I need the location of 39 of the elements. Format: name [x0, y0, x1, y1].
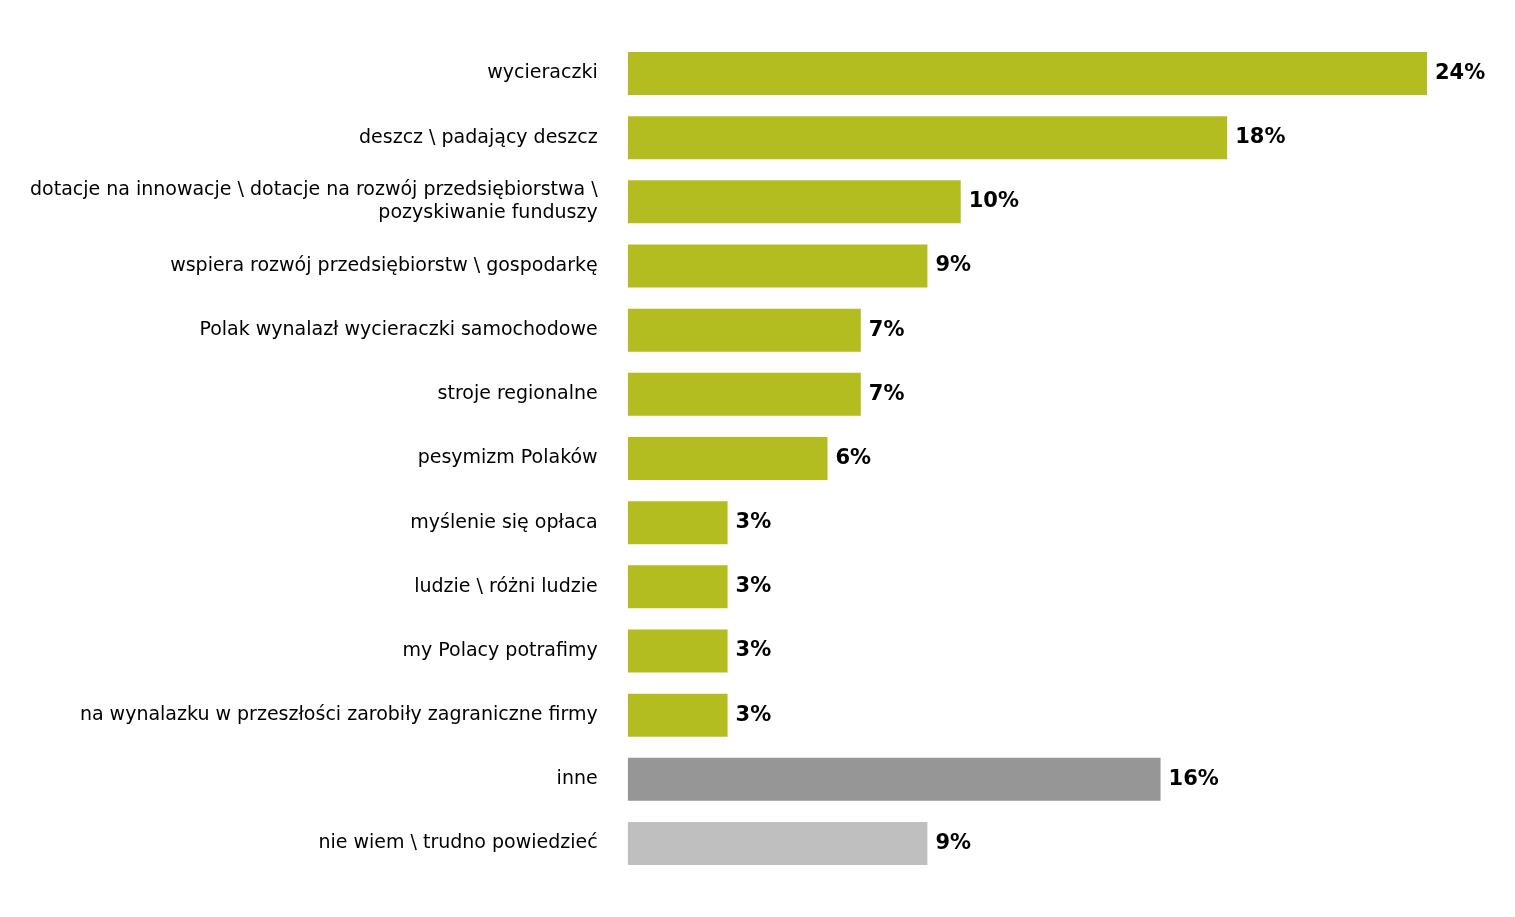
bar	[627, 51, 1427, 95]
data-label: 9%	[935, 829, 972, 854]
bar	[627, 501, 728, 545]
data-label: 7%	[868, 380, 905, 405]
bar	[627, 437, 828, 480]
y-tick-label: deszcz \ padający deszcz	[359, 124, 598, 147]
data-label: 7%	[868, 316, 905, 341]
data-label: 3%	[735, 573, 772, 598]
y-tick-label: pesymizm Polaków	[417, 445, 598, 468]
y-tick-label: nie wiem \ trudno powiedzieć	[318, 830, 598, 853]
data-label: 3%	[735, 637, 772, 662]
y-tick-label: wspiera rozwój przedsiębiorstw \ gospodarkę	[170, 252, 598, 275]
data-label: 6%	[835, 444, 872, 469]
bar	[627, 308, 861, 352]
y-tick-label: na wynalazku w przeszłości zarobiły zagraniczne firmy	[79, 702, 598, 725]
bar	[627, 372, 861, 416]
bar	[627, 180, 961, 224]
data-label: 3%	[735, 701, 772, 726]
y-tick-label: stroje regionalne	[437, 381, 598, 404]
bar	[627, 757, 1161, 801]
y-tick-label: wycieraczki	[487, 60, 598, 83]
data-label: 18%	[1235, 124, 1286, 149]
y-tick-label: Polak wynalazł wycieraczki samochodowe	[199, 317, 598, 340]
bar	[627, 244, 928, 288]
bar	[627, 693, 728, 737]
y-tick-label: myślenie się opłaca	[410, 509, 598, 532]
y-tick-label: inne	[556, 766, 598, 789]
bar	[627, 629, 728, 673]
y-tick-label: ludzie \ różni ludzie	[414, 573, 598, 596]
data-label: 16%	[1168, 765, 1219, 790]
data-label: 24%	[1435, 59, 1486, 84]
bar	[627, 116, 1228, 160]
data-label: 3%	[735, 509, 772, 534]
bar	[627, 565, 728, 609]
y-tick-label: my Polacy potrafimy	[402, 637, 598, 660]
data-label: 10%	[968, 188, 1019, 213]
bar	[627, 822, 928, 866]
data-label: 9%	[935, 252, 972, 277]
y-tick-label: dotacje na innowacje \ dotacje na rozwój przedsiębiorstwa \ pozyskiwanie funduszy	[29, 177, 599, 223]
